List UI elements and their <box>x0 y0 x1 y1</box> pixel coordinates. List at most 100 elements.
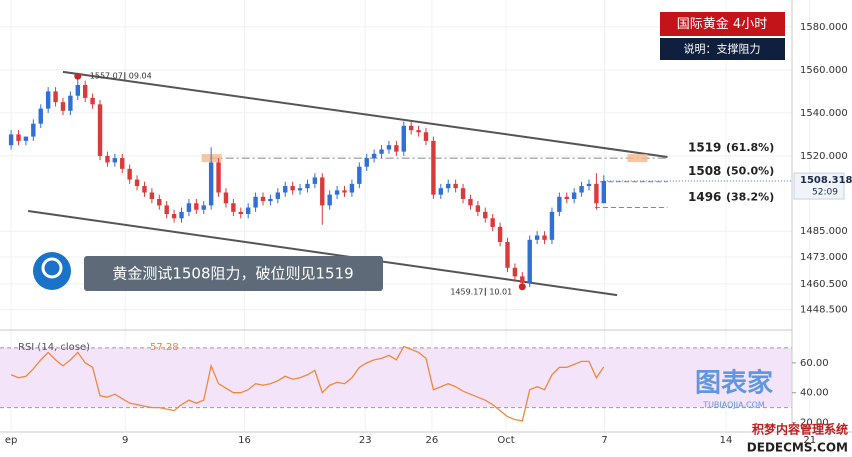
candle-body <box>164 205 169 215</box>
candle-body <box>260 196 266 202</box>
x-tick-label: 9 <box>122 435 128 446</box>
candle-body <box>512 267 518 277</box>
candle-body <box>601 181 607 204</box>
candle-body <box>594 183 599 204</box>
candle-body <box>238 211 243 215</box>
countdown-label: 52:09 <box>812 188 838 198</box>
candle-body <box>527 239 532 283</box>
candle-body <box>290 186 295 191</box>
x-tick-label: 21 <box>803 435 816 446</box>
x-tick-label: 16 <box>238 435 251 446</box>
candle-body <box>460 188 466 199</box>
candle-body <box>68 95 73 111</box>
level-price: 1508 <box>688 164 721 178</box>
level-marker <box>201 154 222 163</box>
y-tick-label: 1540.000 <box>800 108 848 119</box>
last-price-label: 1508.318 <box>800 175 852 186</box>
candle-body <box>245 207 251 215</box>
y-tick-label: 1520.000 <box>800 151 848 162</box>
candle-body <box>542 235 547 240</box>
x-tick-label: 23 <box>359 435 372 446</box>
rsi-tick-label: 20.00 <box>800 418 829 429</box>
candle-body <box>453 183 458 189</box>
candle-body <box>149 192 155 199</box>
candle-body <box>557 196 562 212</box>
candle-body <box>297 188 303 191</box>
candle-body <box>334 190 340 195</box>
candle-body <box>475 205 481 212</box>
candle-body <box>231 203 236 212</box>
candle-body <box>386 145 392 150</box>
title-box <box>660 12 785 36</box>
candle-body <box>312 177 318 184</box>
level-ratio: (38.2%) <box>726 191 774 204</box>
extreme-dot <box>74 72 82 80</box>
candle-body <box>468 198 473 206</box>
candle-body <box>38 108 43 124</box>
y-tick-label: 1560.000 <box>800 65 848 76</box>
candle-body <box>342 190 347 193</box>
level-ratio: (50.0%) <box>726 165 774 178</box>
y-tick-label: 1473.000 <box>800 252 848 263</box>
rsi-line <box>10 345 605 422</box>
rsi-label: RSI (14, close) <box>18 342 90 353</box>
level-price: 1496 <box>688 190 721 204</box>
y-tick-label: 1485.000 <box>800 226 848 237</box>
candle-body <box>171 214 177 219</box>
candle-body <box>564 196 569 199</box>
rsi-pane: RSI (14, close) 57.28 <box>0 342 792 422</box>
candle-body <box>364 158 369 167</box>
message-box <box>84 256 383 291</box>
watermark: 图表家 <box>695 368 773 399</box>
candle-body <box>438 188 444 195</box>
extreme-price: 1557.07 <box>90 72 123 81</box>
candle-body <box>105 155 110 163</box>
rsi-band <box>0 347 792 408</box>
candle-body <box>120 158 125 169</box>
extreme-dot <box>518 283 526 291</box>
candle-body <box>268 198 273 202</box>
x-tick-label: Oct <box>497 435 514 446</box>
message-icon <box>33 252 71 290</box>
y-tick-label: 1448.500 <box>800 305 848 316</box>
plot: 1519 (61.8%) 1508 (50.0%) 1496 (38.2%) 1557.07… <box>8 70 774 297</box>
candle-body <box>8 134 14 146</box>
candle-body <box>416 130 421 133</box>
candle-body <box>423 132 429 141</box>
x-tick-label: 14 <box>720 435 733 446</box>
candle-body <box>60 102 66 111</box>
candle-body <box>571 192 577 199</box>
message-icon-head <box>41 257 63 279</box>
candle-body <box>483 211 488 219</box>
axes: 1580.000 1560.000 1540.000 1520.000 1485.000… <box>5 22 852 446</box>
candle-body <box>497 226 503 242</box>
candle-body <box>216 162 221 193</box>
candle-body <box>53 91 58 103</box>
candle-body <box>90 97 95 105</box>
candle-body <box>83 84 88 98</box>
watermark-sub: DEDECMS.COM <box>747 441 848 455</box>
chart-subtitle: 说明：支撑阻力 <box>684 42 761 56</box>
x-tick-label: 7 <box>601 435 607 446</box>
candle-body <box>379 149 384 154</box>
candle-body <box>586 183 592 187</box>
last-price-box <box>793 172 845 200</box>
level-price: 1519 <box>688 141 721 155</box>
candle-body <box>401 125 406 152</box>
trendline <box>28 210 618 297</box>
candle-body <box>142 186 147 193</box>
candle-body <box>23 136 29 141</box>
candle-body <box>208 162 214 206</box>
candle-body <box>75 84 80 96</box>
candle-body <box>408 125 414 131</box>
chart-title: 国际黄金 4小时 <box>677 16 767 32</box>
candle-body <box>157 198 162 206</box>
candle-body <box>446 183 451 189</box>
level-ratio: (61.8%) <box>726 141 774 154</box>
candle-body <box>16 134 21 141</box>
candle-body <box>490 218 495 227</box>
candle-body <box>549 211 555 240</box>
candle-body <box>223 192 229 204</box>
extreme-date: 10.01 <box>489 287 512 296</box>
